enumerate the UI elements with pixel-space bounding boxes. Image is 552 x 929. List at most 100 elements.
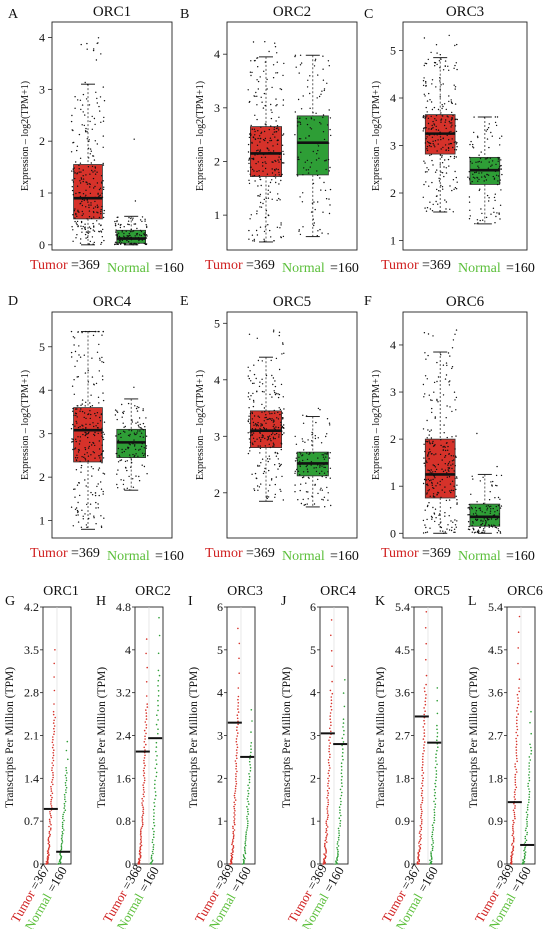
tumor-point xyxy=(437,376,440,378)
tumor-point xyxy=(94,140,97,142)
tumor-point xyxy=(439,484,441,486)
tumor-point xyxy=(259,149,262,151)
normal-point xyxy=(329,204,331,206)
tumor-point xyxy=(78,449,81,451)
tumor-point xyxy=(441,459,443,461)
tumor-point xyxy=(259,150,261,153)
normal-point xyxy=(247,808,249,810)
tumor-point xyxy=(279,227,281,229)
normal-point xyxy=(328,65,330,67)
tumor-point xyxy=(424,509,426,511)
tumor-point xyxy=(101,427,103,429)
normal-point xyxy=(317,478,319,481)
tumor-point xyxy=(252,41,255,43)
tumor-point xyxy=(435,44,438,46)
normal-point xyxy=(339,788,342,791)
tumor-point xyxy=(93,425,95,428)
normal-point xyxy=(318,472,321,475)
tumor-point xyxy=(436,169,438,171)
tumor-point xyxy=(259,206,261,208)
tumor-point xyxy=(84,479,86,481)
tumor-point xyxy=(248,136,251,139)
normal-point xyxy=(134,405,136,407)
tumor-point xyxy=(88,104,91,106)
normal-point xyxy=(486,173,488,176)
normal-point xyxy=(475,518,477,521)
normal-point xyxy=(476,432,478,435)
normal-point xyxy=(299,465,301,468)
tumor-point xyxy=(420,806,422,808)
normal-point xyxy=(522,859,524,861)
plot-frame xyxy=(402,311,528,539)
normal-point xyxy=(312,112,314,114)
normal-point xyxy=(305,465,307,468)
tumor-point xyxy=(271,111,273,114)
tumor-point xyxy=(429,443,431,445)
tumor-point xyxy=(247,143,250,146)
tumor-point xyxy=(145,732,147,735)
normal-point xyxy=(143,447,145,449)
tumor-point xyxy=(424,703,427,706)
tumor-point xyxy=(237,695,240,698)
tumor-point xyxy=(71,114,73,117)
tumor-point xyxy=(448,95,450,97)
tumor-point xyxy=(266,495,268,497)
normal-point xyxy=(320,93,322,96)
normal-point xyxy=(322,499,324,501)
tumor-point xyxy=(278,436,280,438)
tumor-point xyxy=(419,843,422,846)
normal-point xyxy=(325,476,327,479)
normal-point xyxy=(526,825,528,827)
tumor-point xyxy=(426,461,428,464)
tumor-point xyxy=(257,88,259,90)
normal-point xyxy=(489,157,491,159)
normal-point xyxy=(340,782,343,784)
tumor-point xyxy=(432,335,434,337)
tumor-point xyxy=(420,804,422,806)
tumor-point xyxy=(423,732,426,734)
tumor-point xyxy=(437,108,440,111)
normal-point xyxy=(154,798,156,800)
tumor-point xyxy=(425,210,428,212)
tumor-point xyxy=(76,149,78,152)
normal-point xyxy=(497,504,500,507)
tumor-point xyxy=(281,173,283,176)
tumor-point xyxy=(324,839,327,842)
tumor-point xyxy=(271,86,273,89)
normal-point xyxy=(474,507,477,509)
normal-point xyxy=(472,147,475,149)
normal-point xyxy=(481,176,483,178)
tumor-point xyxy=(80,43,82,46)
tumor-point xyxy=(95,507,97,509)
normal-point xyxy=(472,527,474,529)
plot-frame xyxy=(226,311,358,539)
tumor-point xyxy=(277,426,280,429)
tumor-point xyxy=(328,764,331,767)
normal-point xyxy=(305,118,307,120)
normal-point xyxy=(127,220,130,222)
tumor-point xyxy=(92,451,94,453)
normal-point xyxy=(129,433,131,436)
normal-point xyxy=(478,172,480,174)
normal-point xyxy=(526,833,528,836)
normal-point xyxy=(485,130,487,132)
tumor-point xyxy=(274,42,276,44)
normal-point xyxy=(491,164,493,166)
y-tick-label: 2.1 xyxy=(24,729,39,743)
tumor-point xyxy=(87,147,90,149)
tumor-point xyxy=(444,456,446,458)
tumor-point xyxy=(439,54,441,56)
normal-label: Normal xyxy=(107,261,150,276)
normal-point xyxy=(299,121,301,124)
tumor-point xyxy=(421,769,424,771)
tumor-point xyxy=(435,86,437,88)
tumor-point xyxy=(249,450,251,452)
tumor-point xyxy=(75,237,77,239)
normal-point xyxy=(244,841,247,843)
normal-point xyxy=(124,431,126,433)
normal-point xyxy=(153,821,155,824)
panel-letter: F xyxy=(364,294,372,309)
normal-point xyxy=(128,223,130,226)
normal-point xyxy=(155,759,157,761)
